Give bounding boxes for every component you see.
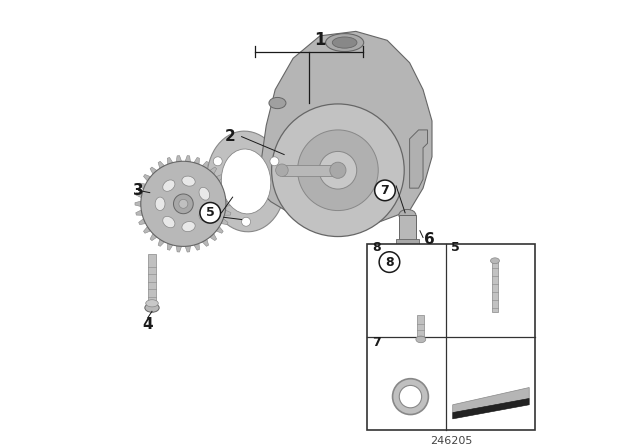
- Polygon shape: [167, 157, 173, 164]
- Ellipse shape: [207, 131, 285, 232]
- Circle shape: [399, 385, 422, 408]
- Polygon shape: [167, 243, 173, 250]
- Bar: [148, 254, 156, 308]
- Polygon shape: [143, 174, 150, 181]
- Bar: [417, 314, 424, 340]
- Text: 1: 1: [314, 31, 326, 49]
- Polygon shape: [136, 210, 142, 215]
- Polygon shape: [225, 192, 231, 198]
- Circle shape: [271, 104, 404, 237]
- Ellipse shape: [416, 336, 426, 343]
- Polygon shape: [143, 227, 150, 233]
- Circle shape: [173, 194, 193, 214]
- Polygon shape: [176, 155, 182, 162]
- Text: 5: 5: [451, 241, 460, 254]
- Polygon shape: [210, 167, 216, 174]
- Ellipse shape: [269, 97, 286, 109]
- Text: 8: 8: [372, 241, 381, 254]
- Text: 3: 3: [133, 183, 144, 198]
- Polygon shape: [221, 219, 228, 224]
- Text: 8: 8: [385, 255, 394, 269]
- Circle shape: [374, 180, 396, 201]
- Polygon shape: [226, 201, 232, 207]
- Polygon shape: [150, 167, 157, 174]
- Bar: [399, 215, 416, 240]
- Polygon shape: [176, 246, 182, 252]
- Ellipse shape: [326, 34, 364, 52]
- Ellipse shape: [146, 300, 158, 307]
- Polygon shape: [158, 161, 164, 168]
- Circle shape: [213, 157, 222, 166]
- Circle shape: [298, 130, 378, 211]
- Circle shape: [242, 217, 251, 226]
- Ellipse shape: [182, 221, 195, 232]
- Ellipse shape: [163, 216, 175, 228]
- Ellipse shape: [490, 258, 499, 264]
- Polygon shape: [136, 192, 142, 198]
- Text: 7: 7: [372, 336, 381, 349]
- Polygon shape: [452, 388, 529, 413]
- Bar: [399, 248, 404, 262]
- Polygon shape: [194, 243, 200, 250]
- Ellipse shape: [332, 37, 357, 48]
- Polygon shape: [139, 219, 146, 224]
- Polygon shape: [158, 239, 164, 246]
- Ellipse shape: [399, 210, 416, 221]
- Polygon shape: [150, 233, 157, 241]
- Polygon shape: [202, 161, 209, 168]
- Circle shape: [270, 157, 279, 166]
- Circle shape: [200, 202, 221, 223]
- Ellipse shape: [155, 197, 165, 211]
- Circle shape: [330, 162, 346, 178]
- Circle shape: [276, 164, 288, 177]
- Polygon shape: [139, 183, 146, 189]
- Bar: [282, 165, 336, 176]
- Ellipse shape: [221, 149, 271, 214]
- Polygon shape: [202, 239, 209, 246]
- Polygon shape: [210, 233, 216, 241]
- Bar: [492, 261, 498, 313]
- Polygon shape: [185, 155, 191, 162]
- Text: 6: 6: [424, 232, 435, 247]
- Circle shape: [379, 252, 400, 272]
- Ellipse shape: [163, 180, 175, 191]
- Polygon shape: [410, 130, 428, 188]
- Circle shape: [319, 151, 356, 189]
- Polygon shape: [185, 246, 191, 252]
- Ellipse shape: [182, 176, 195, 186]
- Circle shape: [141, 161, 226, 246]
- Text: 246205: 246205: [430, 436, 472, 446]
- Bar: [410, 248, 415, 262]
- Ellipse shape: [199, 207, 210, 220]
- Polygon shape: [194, 157, 200, 164]
- Polygon shape: [216, 227, 223, 233]
- Polygon shape: [216, 174, 223, 181]
- Polygon shape: [225, 210, 231, 215]
- Text: 7: 7: [381, 184, 389, 197]
- Circle shape: [392, 379, 428, 414]
- Bar: [396, 239, 419, 249]
- Ellipse shape: [145, 303, 159, 312]
- Text: 5: 5: [206, 206, 214, 220]
- Ellipse shape: [199, 187, 210, 200]
- Bar: [367, 244, 535, 430]
- Polygon shape: [257, 31, 432, 224]
- Text: 4: 4: [142, 317, 153, 332]
- Text: 2: 2: [225, 129, 236, 144]
- Polygon shape: [221, 183, 228, 189]
- Polygon shape: [452, 399, 529, 419]
- Circle shape: [179, 199, 188, 208]
- Polygon shape: [135, 201, 141, 207]
